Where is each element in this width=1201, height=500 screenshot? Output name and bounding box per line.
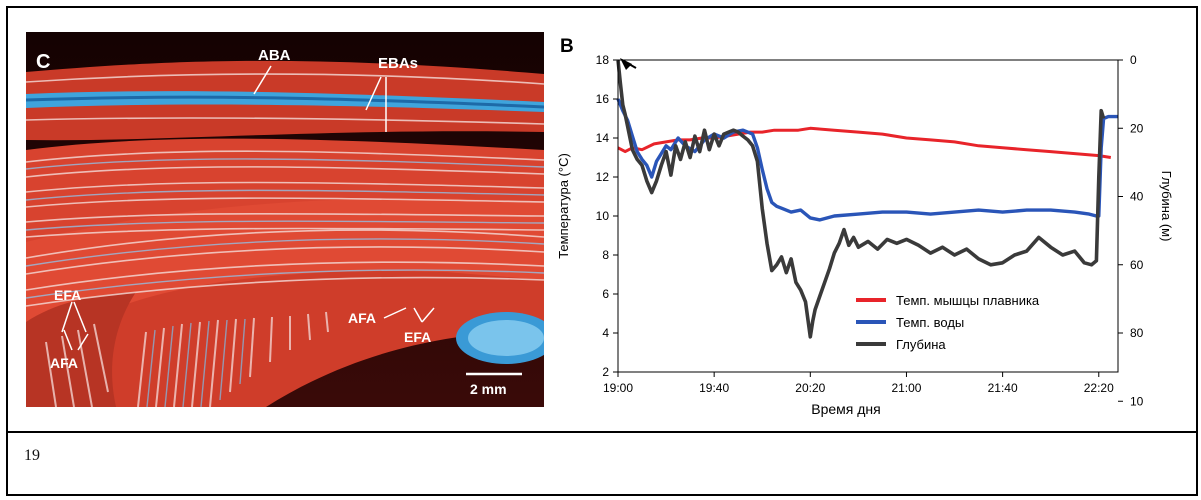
legend-label: Темп. воды	[896, 315, 964, 330]
y-tick-label: 2	[602, 365, 609, 379]
page-number: 19	[24, 447, 40, 464]
micrograph-panel: C ABA EBAs EFA AFA AFA EFA 2 mm	[26, 32, 544, 407]
vessel-band	[26, 95, 544, 109]
y-tick-label: 18	[596, 53, 610, 67]
y-tick-label: 16	[596, 92, 610, 106]
capillary-streaks	[26, 158, 544, 299]
annotation-pointers	[61, 65, 435, 351]
y2-axis-label: Глубина (м)	[1159, 171, 1174, 242]
x-tick-label: 19:00	[603, 381, 633, 395]
y2-tick-label: 20	[1130, 121, 1144, 135]
y2-tick-label: 80	[1130, 326, 1144, 340]
series-layer	[616, 59, 1118, 339]
depth-temperature-chart: B 2 4 6 8 10 12 14 16 18 0 20 40 60 80 10 19:00 19:40 2…	[556, 30, 1176, 430]
label-efa-right: EFA	[404, 329, 431, 345]
secondary-lamellae	[45, 311, 329, 407]
scale-bar-label: 2 mm	[470, 381, 507, 397]
x-axis-ticks: 19:00 19:40 20:20 21:00 21:40 22:20	[603, 372, 1114, 395]
y2-tick-label: 40	[1130, 190, 1144, 204]
x-tick-label: 21:40	[988, 381, 1018, 395]
y-axis-label: Температура (°C)	[556, 153, 571, 259]
label-efa-left: EFA	[54, 287, 81, 303]
tissue-band	[26, 271, 544, 407]
series-line-1	[617, 126, 1112, 159]
legend-label: Темп. мышцы плавника	[896, 293, 1040, 308]
label-afa-right: AFA	[348, 310, 376, 326]
caption-divider	[6, 431, 1198, 433]
x-tick-label: 20:20	[795, 381, 825, 395]
chart-svg: B 2 4 6 8 10 12 14 16 18 0 20 40 60 80 10 19:00 19:40 2…	[556, 36, 1174, 417]
y-axis-ticks: 2 4 6 8 10 12 14 16 18	[596, 53, 618, 379]
lamellae-streaks	[26, 73, 544, 307]
photo-panel-letter: C	[36, 51, 50, 73]
y-tick-label: 4	[602, 326, 609, 340]
y-tick-label: 14	[596, 131, 610, 145]
y-tick-label: 10	[596, 209, 610, 223]
x-tick-label: 22:20	[1084, 381, 1114, 395]
label-ebas: EBAs	[378, 55, 418, 72]
y-tick-label: 6	[602, 287, 609, 301]
figure-frame	[6, 6, 1198, 496]
label-aba: ABA	[258, 47, 291, 64]
x-tick-label: 19:40	[699, 381, 729, 395]
chart-legend: Темп. мышцы плавника Темп. воды Глубина	[856, 293, 1040, 352]
series-line-3	[616, 59, 1106, 339]
series-line-2	[616, 98, 1118, 222]
start-arrow-icon	[621, 59, 637, 69]
y2-axis-ticks: 0 20 40 60 80 10	[1118, 53, 1144, 408]
secondary-lamellae-blue	[146, 318, 246, 407]
label-afa-left: AFA	[50, 355, 78, 371]
plot-frame	[617, 59, 1119, 373]
y-tick-label: 12	[596, 170, 610, 184]
y2-tick-label: 10	[1130, 394, 1144, 408]
x-tick-label: 21:00	[891, 381, 921, 395]
micrograph-image: C ABA EBAs EFA AFA AFA EFA 2 mm	[26, 32, 544, 407]
legend-label: Глубина	[896, 337, 946, 352]
chart-panel-letter: B	[560, 36, 574, 57]
x-axis-label: Время дня	[811, 401, 881, 417]
vessel-bundle	[468, 320, 544, 356]
y-tick-label: 8	[602, 248, 609, 262]
y2-tick-label: 0	[1130, 53, 1137, 67]
y2-tick-label: 60	[1130, 258, 1144, 272]
